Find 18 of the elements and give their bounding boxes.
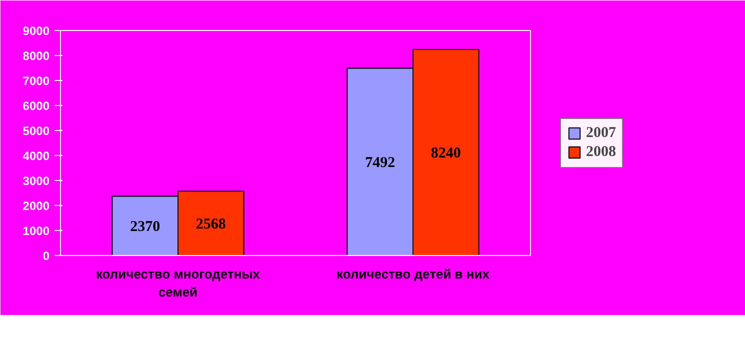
legend-label: 2007: [586, 124, 616, 142]
y-tick-label: 5000: [22, 124, 50, 138]
y-tick-label: 2000: [22, 199, 50, 213]
data-label: 2370: [130, 218, 160, 235]
y-tick-label: 3000: [22, 174, 50, 188]
y-tick-label: 7000: [22, 74, 50, 88]
y-tick-label: 8000: [22, 49, 50, 63]
x-tick-label: количество детей в них: [336, 266, 490, 282]
y-tick-label: 6000: [22, 99, 50, 113]
data-label: 7492: [365, 154, 396, 171]
y-tick-label: 0: [42, 249, 50, 263]
y-tick-label: 9000: [22, 24, 50, 38]
x-tick-label: количество многодетных семей: [96, 266, 261, 300]
data-label: 8240: [430, 146, 461, 162]
data-label: 2568: [196, 216, 226, 232]
legend-label: 2008: [586, 144, 616, 160]
y-tick-label: 4000: [22, 149, 50, 163]
y-tick-label: 1000: [22, 224, 50, 238]
